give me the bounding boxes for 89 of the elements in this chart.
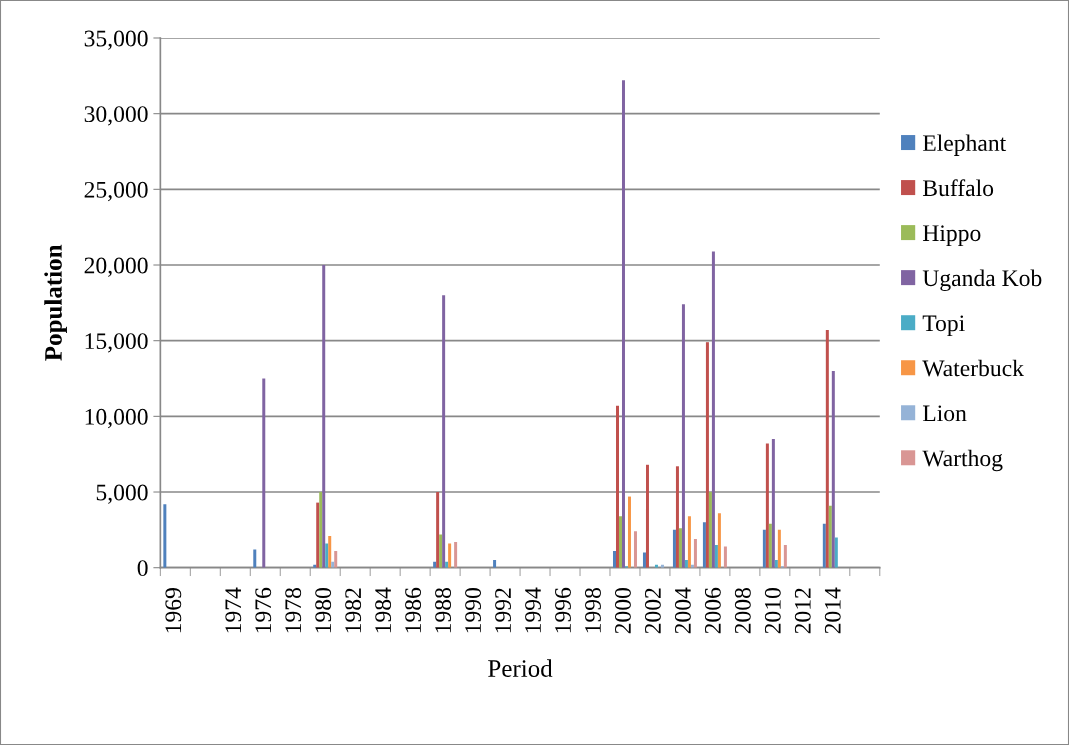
- x-tick-label: 2008: [734, 588, 751, 634]
- bar: [621, 80, 625, 568]
- bar: [678, 528, 682, 568]
- x-tick-label: 2006: [704, 587, 721, 634]
- bar: [615, 405, 619, 568]
- bar: [822, 523, 826, 568]
- bar: [831, 370, 835, 568]
- bar: [687, 516, 691, 568]
- bar: [325, 543, 329, 568]
- x-tick-label: 1978: [285, 588, 302, 633]
- bar: [702, 522, 706, 568]
- bar: [436, 492, 440, 568]
- legend-label: Hippo: [922, 225, 981, 246]
- legend-label: Warthog: [922, 449, 1003, 472]
- bar: [253, 549, 257, 568]
- x-tick-label: 1992: [495, 588, 511, 633]
- bar: [828, 505, 832, 568]
- bar: [448, 543, 452, 568]
- x-tick-label: 1996: [555, 587, 571, 633]
- bar: [771, 439, 775, 568]
- bar: [633, 531, 637, 568]
- legend-label: Buffalo: [922, 179, 994, 197]
- bar: [645, 464, 649, 568]
- bar: [613, 551, 616, 568]
- bar: [454, 541, 458, 568]
- bar: [262, 378, 266, 568]
- bar: [681, 304, 685, 568]
- bar: [774, 560, 778, 568]
- legend-label: Topi: [922, 315, 965, 337]
- y-tick-label: 20,000: [84, 257, 148, 277]
- bar: [711, 251, 715, 568]
- y-tick-label: 25,000: [84, 181, 148, 202]
- x-tick-label: 2004: [674, 587, 691, 634]
- x-tick-label: 2010: [764, 588, 781, 634]
- bar: [642, 552, 646, 568]
- x-tick-label: 1990: [465, 588, 482, 633]
- bar: [316, 502, 320, 568]
- bar: [439, 534, 443, 568]
- bar: [493, 560, 497, 568]
- bar: [783, 544, 787, 568]
- legend-label: Waterbuck: [922, 359, 1024, 377]
- bar: [672, 529, 676, 568]
- y-axis-title: Population: [44, 244, 67, 361]
- x-tick-label: 1969: [165, 588, 182, 633]
- bar: [768, 523, 772, 568]
- x-axis-title: Period: [488, 659, 553, 677]
- bar: [322, 265, 326, 568]
- y-tick-label: 30,000: [84, 106, 148, 126]
- bar: [334, 551, 338, 568]
- bar: [723, 546, 727, 568]
- x-tick-label: 1976: [255, 587, 272, 633]
- bar: [777, 529, 781, 568]
- bar: [717, 513, 721, 568]
- x-tick-label: 1986: [405, 587, 422, 633]
- bar: [627, 496, 631, 568]
- bar: [675, 466, 679, 568]
- bar: [442, 295, 446, 568]
- bar: [328, 535, 332, 568]
- bar: [825, 330, 829, 568]
- legend-label: Lion: [922, 405, 967, 422]
- x-tick-label: 1982: [345, 588, 362, 633]
- legend-label: Elephant: [922, 134, 1007, 156]
- bar: [684, 560, 688, 568]
- x-tick-label: 1984: [375, 587, 392, 633]
- y-tick-label: 10,000: [85, 408, 148, 429]
- bar: [618, 516, 622, 568]
- x-tick-label: 1980: [315, 588, 332, 633]
- x-tick-label: 2002: [644, 588, 661, 634]
- x-tick-label: 2012: [794, 588, 811, 634]
- bar: [714, 544, 718, 568]
- bar: [765, 443, 769, 568]
- bar: [163, 504, 167, 568]
- x-tick-label: 1974: [225, 587, 242, 633]
- bar: [319, 492, 323, 568]
- bar: [762, 529, 766, 568]
- bar: [834, 537, 838, 568]
- y-tick-label: 35,000: [84, 30, 148, 50]
- x-tick-label: 1994: [525, 587, 541, 633]
- legend-label: Uganda Kob: [922, 269, 1042, 292]
- y-tick-label: 15,000: [85, 333, 148, 353]
- bar: [705, 342, 709, 568]
- x-tick-label: 2014: [824, 587, 841, 634]
- y-tick-label: 0: [137, 560, 148, 577]
- x-tick-label: 1998: [584, 588, 601, 633]
- x-tick-label: 1988: [435, 588, 452, 633]
- bar: [693, 538, 697, 568]
- x-tick-label: 2000: [614, 588, 631, 634]
- bar: [708, 492, 712, 568]
- y-tick-label: 5,000: [96, 484, 148, 504]
